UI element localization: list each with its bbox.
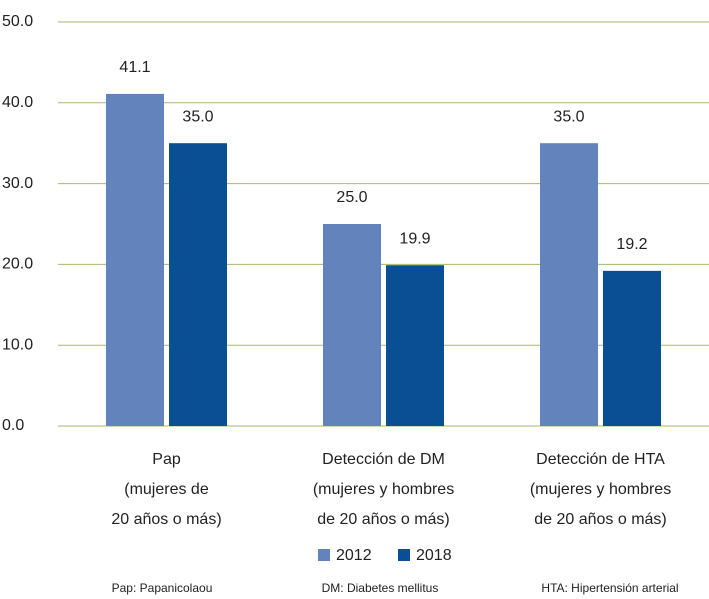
legend-label: 2012 xyxy=(336,547,372,564)
x-tick-label: de 20 años o más) xyxy=(317,511,450,528)
x-tick-label: (mujeres y hombres xyxy=(530,481,671,498)
y-tick-label: 30.0 xyxy=(2,175,33,192)
data-label: 19.2 xyxy=(616,236,647,253)
bar xyxy=(169,143,227,426)
x-tick-label: (mujeres y hombres xyxy=(313,481,454,498)
x-tick-label: Detección de DM xyxy=(322,451,445,468)
data-label: 19.9 xyxy=(399,230,430,247)
bar xyxy=(386,265,444,426)
bar xyxy=(323,224,381,426)
data-label: 41.1 xyxy=(119,59,150,76)
y-tick-label: 0.0 xyxy=(2,417,24,434)
bar xyxy=(106,93,164,427)
data-label: 35.0 xyxy=(182,108,213,125)
footnote: Pap: Papanicolaou xyxy=(112,581,213,595)
x-tick-label: Pap xyxy=(152,451,181,468)
x-tick-label: (mujeres de xyxy=(124,481,209,498)
x-tick-label: Detección de HTA xyxy=(536,451,665,468)
y-tick-label: 50.0 xyxy=(2,13,33,30)
data-label: 35.0 xyxy=(553,108,584,125)
y-tick-label: 20.0 xyxy=(2,256,33,273)
x-tick-label: 20 años o más) xyxy=(111,511,221,528)
data-label: 25.0 xyxy=(336,189,367,206)
legend-swatch xyxy=(398,549,410,561)
footnote: HTA: Hipertensión arterial xyxy=(541,581,678,595)
y-tick-label: 40.0 xyxy=(2,94,33,111)
legend-label: 2018 xyxy=(416,547,452,564)
footnote: DM: Diabetes mellitus xyxy=(322,581,439,595)
x-tick-label: de 20 años o más) xyxy=(534,511,667,528)
y-tick-label: 10.0 xyxy=(2,336,33,353)
bar xyxy=(540,143,598,426)
bar xyxy=(603,270,661,426)
legend-swatch xyxy=(318,549,330,561)
